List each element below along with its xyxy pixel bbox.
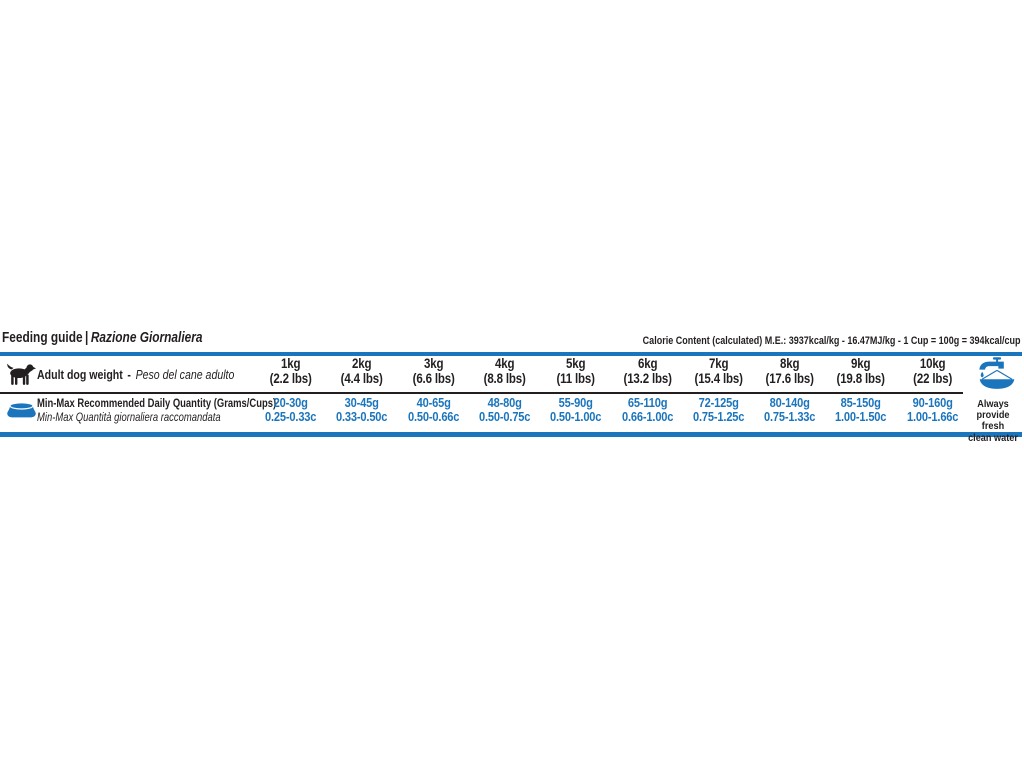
- quantity-grams: 40-65g: [416, 395, 451, 410]
- quantity-cups: 1.00-1.66c: [906, 408, 958, 424]
- quantity-row-label: Min-Max Recommended Daily Quantity (Gram…: [37, 396, 277, 425]
- quantity-grams: 55-90g: [558, 395, 593, 410]
- weight-cell: 3kg (6.6 lbs): [403, 356, 464, 386]
- section-title-en: Feeding guide: [2, 330, 83, 346]
- quantity-grams: 48-80g: [487, 395, 522, 410]
- weight-kg: 3kg: [423, 356, 444, 371]
- title-separator: |: [85, 330, 89, 346]
- weight-kg: 6kg: [637, 356, 657, 371]
- quantity-cell: 40-65g 0.50-0.66c: [403, 396, 464, 424]
- quantity-cups: 0.33-0.50c: [336, 408, 388, 424]
- dog-bowl-icon: [7, 402, 36, 418]
- quantity-cups: 0.50-1.00c: [550, 408, 602, 424]
- quantity-grams: 72-125g: [698, 395, 739, 410]
- fresh-water-line3: clean water: [968, 432, 1018, 444]
- weight-cell: 5kg (11 lbs): [545, 356, 606, 386]
- calorie-content-note: Calorie Content (calculated) M.E.: 3937k…: [643, 335, 1021, 347]
- quantity-cell: 65-110g 0.66-1.00c: [616, 396, 677, 424]
- bottom-divider: [0, 432, 1022, 437]
- faucet-water-bowl-icon: [979, 357, 1015, 389]
- section-title-it: Razione Giornaliera: [90, 330, 203, 346]
- quantity-cell: 30-45g 0.33-0.50c: [331, 396, 392, 424]
- quantity-cups: 0.25-0.33c: [265, 408, 317, 424]
- weight-lbs: (2.2 lbs): [269, 370, 312, 386]
- weight-kg: 9kg: [851, 356, 871, 371]
- quantity-grams: 80-140g: [769, 395, 810, 410]
- weight-kg: 7kg: [708, 356, 729, 371]
- weight-cell: 7kg (15.4 lbs): [688, 356, 749, 386]
- quantity-cell: 85-150g 1.00-1.50c: [830, 396, 891, 424]
- weight-cell: 9kg (19.8 lbs): [830, 356, 891, 386]
- quantity-label-en: Min-Max Recommended Daily Quantity (Gram…: [37, 396, 277, 410]
- weight-label-dash: -: [127, 368, 131, 382]
- weight-lbs: (8.8 lbs): [483, 370, 526, 386]
- weight-lbs: (19.8 lbs): [836, 370, 886, 386]
- weight-kg: 2kg: [352, 356, 372, 371]
- weight-kg: 5kg: [566, 356, 586, 371]
- quantity-grams: 30-45g: [344, 395, 379, 410]
- quantity-label-it: Min-Max Quantità giornaliera raccomandat…: [37, 409, 221, 424]
- quantity-cell: 80-140g 0.75-1.33c: [759, 396, 820, 424]
- fresh-water-line2: provide fresh: [976, 410, 1010, 433]
- weight-cell: 2kg (4.4 lbs): [331, 356, 392, 386]
- quantity-cell: 72-125g 0.75-1.25c: [688, 396, 749, 424]
- weight-label-en: Adult dog weight: [37, 368, 123, 382]
- quantity-cell: 90-160g 1.00-1.66c: [902, 396, 963, 424]
- quantity-cups: 1.00-1.50c: [835, 408, 887, 424]
- weight-kg: 8kg: [780, 356, 800, 371]
- quantity-grams: 90-160g: [912, 395, 953, 410]
- quantity-cell: 20-30g 0.25-0.33c: [260, 396, 321, 424]
- quantity-cups: 0.75-1.25c: [692, 408, 745, 424]
- quantity-cups: 0.75-1.33c: [764, 408, 816, 424]
- weight-cell: 6kg (13.2 lbs): [616, 356, 677, 386]
- top-divider: [0, 352, 1022, 356]
- weight-cells: 1kg (2.2 lbs) 2kg (4.4 lbs) 3kg (6.6 lbs) 4…: [255, 356, 968, 386]
- quantity-cups: 0.66-1.00c: [621, 408, 673, 424]
- dog-icon: [7, 363, 36, 385]
- quantity-cell: 48-80g 0.50-0.75c: [474, 396, 535, 424]
- weight-lbs: (22 lbs): [912, 370, 952, 386]
- weight-cell: 10kg (22 lbs): [902, 356, 963, 386]
- quantity-cells: 20-30g 0.25-0.33c 30-45g 0.33-0.50c 40-65g…: [255, 396, 968, 424]
- quantity-grams: 65-110g: [627, 395, 667, 410]
- weight-lbs: (4.4 lbs): [340, 370, 383, 386]
- weight-lbs: (17.6 lbs): [765, 370, 814, 386]
- weight-kg: 4kg: [494, 356, 515, 371]
- section-title: Feeding guide | Razione Giornaliera: [2, 330, 203, 346]
- fresh-water-line1: Always: [977, 399, 1009, 410]
- quantity-grams: 85-150g: [840, 395, 882, 410]
- weight-lbs: (6.6 lbs): [412, 370, 455, 386]
- quantity-cell: 55-90g 0.50-1.00c: [545, 396, 606, 424]
- weight-kg: 10kg: [919, 356, 946, 371]
- weight-kg: 1kg: [280, 356, 301, 371]
- fresh-water-note: Always provide fresh clean water: [965, 399, 1021, 444]
- weight-cell: 4kg (8.8 lbs): [474, 356, 535, 386]
- weight-lbs: (15.4 lbs): [694, 370, 743, 386]
- weight-lbs: (11 lbs): [556, 370, 595, 386]
- weight-label-it: Peso del cane adulto: [135, 368, 235, 382]
- quantity-grams: 20-30g: [273, 395, 308, 410]
- weight-cell: 1kg (2.2 lbs): [260, 356, 321, 386]
- quantity-cups: 0.50-0.75c: [478, 408, 531, 424]
- weight-lbs: (13.2 lbs): [623, 370, 672, 386]
- row-divider: [0, 392, 963, 394]
- weight-cell: 8kg (17.6 lbs): [759, 356, 820, 386]
- weight-row-label: Adult dog weight - Peso del cane adulto: [37, 368, 234, 382]
- quantity-cups: 0.50-0.66c: [407, 408, 459, 424]
